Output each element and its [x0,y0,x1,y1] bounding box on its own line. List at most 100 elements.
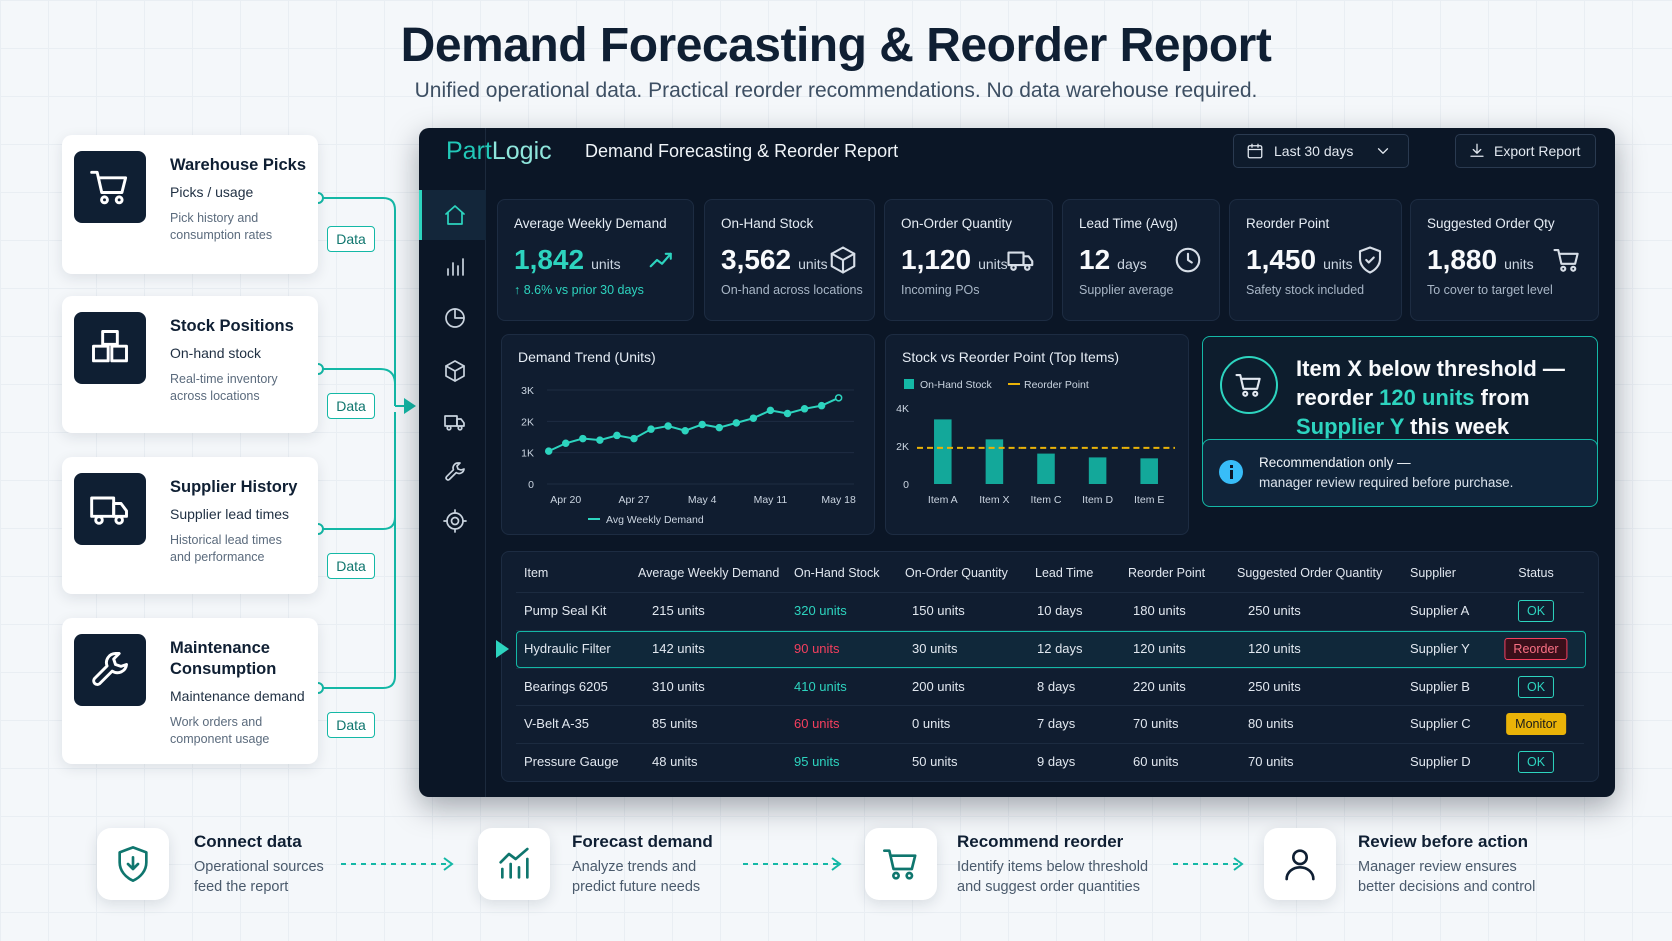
point [630,434,638,443]
icon [1552,245,1582,280]
icon [113,844,153,889]
nav-icon[interactable] [443,359,467,388]
kpi-unit: units [1323,256,1353,272]
icon-graphic [445,205,465,225]
point [715,423,724,432]
x-tick-label: May 11 [754,494,788,506]
point [664,422,672,430]
kpi-card: On-Hand Stock 3,562 units On-hand across lo… [704,199,875,321]
x-tick-label: Item C [1031,494,1062,506]
kpi-unit: units [978,256,1008,272]
alert-note: Recommendation only — manager review requ… [1202,439,1598,507]
status-badge: OK [1517,751,1555,773]
brand-part: Logic [491,137,552,165]
reorder-table: Item Average Weekly Demand On-Hand Stock On… [496,551,1599,782]
data-tag: Data [327,712,375,738]
kpi-note: ↑ 8.6% vs prior 30 days [514,283,644,297]
table-cell: 60 units [794,716,840,731]
point [800,405,809,413]
table-cell: 70 units [1133,716,1179,731]
point [579,434,587,443]
nav-icon[interactable] [443,306,467,335]
icon [647,245,677,280]
source-icon [74,312,146,384]
icon-graphic [1470,143,1484,157]
table-cell: V-Belt A-35 [524,716,590,731]
table-cell: 320 units [794,603,847,618]
nav-icon[interactable] [443,509,467,538]
kpi-value-row: 1,450 units [1246,244,1353,276]
kpi-value-row: 12 days [1079,244,1147,276]
icon-graphic [1285,849,1315,881]
table-cell: 250 units [1248,603,1301,618]
table-cell: 7 days [1037,716,1076,731]
step-title: Recommend reorder [957,832,1124,851]
table-cell: 30 units [912,641,958,656]
step-text: Analyze trends and predict future needs [572,859,701,895]
source-subtitle: Maintenance demand [170,688,305,704]
icon-graphic [92,652,128,686]
kpi-label: Lead Time (Avg) [1079,216,1178,231]
icon-graphic [1007,251,1034,271]
source-card: Maintenance Consumption Maintenance deman… [62,618,318,764]
kpi-label: Suggested Order Qty [1427,216,1555,231]
export-label: Export Report [1494,143,1581,159]
kpi-card: Reorder Point 1,450 units Safety stock incl… [1229,199,1402,321]
connector [323,368,396,406]
step-icon [865,828,937,900]
export-button[interactable]: Export Report [1455,134,1596,168]
icon [1173,245,1203,280]
y-tick-label: 1K [521,448,534,460]
date-range[interactable]: Last 30 days [1233,134,1409,168]
kpi-value: 1,842 [514,244,585,275]
source-subtitle: Supplier lead times [170,506,290,522]
source-title: Supplier History [170,478,298,496]
x-tick-label: Item E [1134,494,1164,506]
legend-label: Avg Weekly Demand [606,514,704,526]
y-tick-label: 0 [528,479,534,491]
info-dot [1229,465,1233,468]
source-icon [74,473,146,545]
icon [1468,142,1486,165]
connector [323,197,396,400]
nav-icon[interactable] [443,460,467,489]
row-highlight [516,631,1586,668]
icon [88,648,132,697]
kpi-note: Incoming POs [901,283,980,297]
icon-graphic [499,847,529,879]
source-description: Pick history and consumption rates [170,211,273,242]
icon-graphic [445,462,465,481]
y-tick-label: 3K [521,385,534,397]
alert-text: 120 units [1379,385,1475,410]
column-header: Status [1518,566,1554,580]
kpi-value-row: 3,562 units [721,244,828,276]
table-cell: Bearings 6205 [524,679,608,694]
icon [1374,142,1392,165]
kpi-unit: units [1504,256,1534,272]
kpi-value: 1,450 [1246,244,1317,275]
arrow-head [404,398,416,414]
source-card: Warehouse Picks Picks / usage Pick history… [62,135,318,274]
dashboard: PartLogic Demand Forecasting & Reorder Re… [419,128,1615,797]
nav-icon[interactable] [443,203,467,232]
dashboard-title: Demand Forecasting & Reorder Report [585,141,899,161]
table-cell: Pump Seal Kit [524,603,607,618]
info-bar [1229,470,1233,479]
table-cell: Supplier C [1410,716,1471,731]
flow-arrow-heads [443,857,1244,871]
point [749,414,758,422]
source-icon [74,634,146,706]
table-cell: 95 units [794,754,840,769]
kpi-value: 1,880 [1427,244,1498,275]
bar [1140,458,1158,484]
brand: PartLogic [446,137,552,166]
nav-icon[interactable] [443,410,467,439]
source-description: Historical lead times and performance [170,533,282,564]
table-cell: 120 units [1133,641,1186,656]
chart-panel: Stock vs Reorder Point (Top Items) 0 2K 4K I… [885,334,1189,535]
kpi-value-row: 1,120 units [901,244,1008,276]
icon-graphic [90,170,128,205]
y-tick-label: 0 [903,479,909,491]
nav-icon[interactable] [443,255,467,284]
kpi-label: On-Order Quantity [901,216,1013,231]
